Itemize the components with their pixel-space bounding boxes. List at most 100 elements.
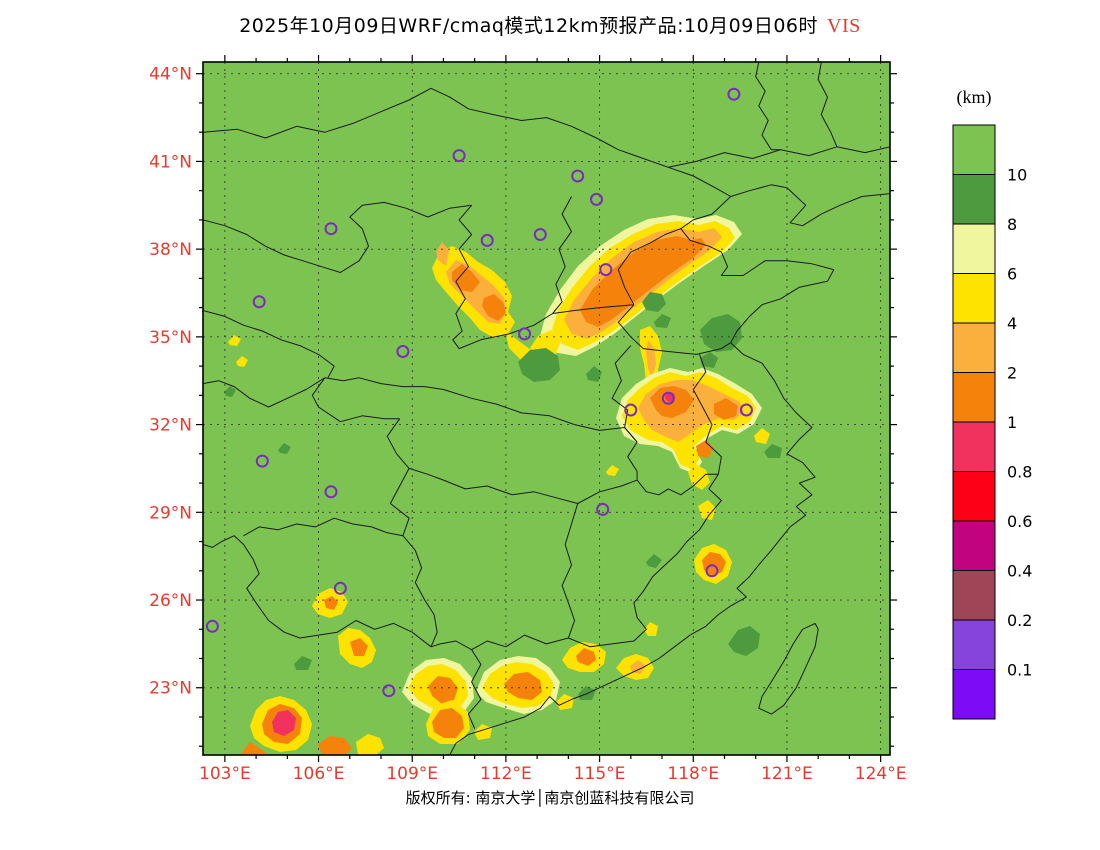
city-marker (518, 327, 532, 341)
city-marker (480, 233, 494, 247)
city-marker (624, 403, 638, 417)
high-vis-patch (518, 348, 560, 382)
map-frame (196, 55, 897, 762)
low-vis-region (482, 294, 506, 321)
city-marker (739, 403, 753, 417)
low-vis-region (714, 398, 738, 420)
high-vis-patch (764, 444, 782, 458)
high-vis-patch (700, 352, 718, 368)
lon-axis-label: 112°E (480, 764, 532, 784)
high-vis-patch (224, 386, 236, 397)
lat-axis-label: 29°N (149, 503, 192, 523)
boundary-line (203, 310, 335, 379)
colorbar-label: 8 (1007, 215, 1017, 234)
low-vis-region (240, 742, 268, 755)
colorbar-cell (952, 421, 996, 472)
colorbar: 10 8 6 4 2 1 0.8 0.6 0.4 0.2 0.1 (km) (952, 87, 1032, 720)
low-vis-region (702, 552, 726, 576)
city-marker (705, 564, 719, 578)
low-vis-region (236, 356, 248, 367)
boundary-line (561, 503, 579, 639)
colorbar-label: 0.8 (1007, 463, 1032, 482)
city-marker (252, 295, 266, 309)
boundary-line (243, 517, 403, 537)
high-vis-patch (294, 656, 312, 670)
boundary-line (408, 467, 638, 504)
boundary-line (552, 196, 572, 314)
city-marker (533, 228, 547, 241)
low-vis-region (504, 672, 542, 700)
high-vis-patch (578, 686, 596, 700)
lat-axis-label: 23°N (149, 679, 192, 699)
city-marker (590, 192, 603, 206)
colorbar-cell (952, 520, 996, 571)
boundary-line (203, 201, 472, 273)
title-main: 2025年10月09日WRF/cmaq模式12km预报产品:10月09日06时 (239, 15, 819, 37)
colorbar-cell (952, 372, 996, 423)
boundary-line (617, 228, 681, 305)
high-vis-patch (728, 626, 760, 656)
lat-axis-label: 38°N (149, 240, 192, 260)
lat-axis-label: 35°N (149, 328, 192, 348)
low-vis-region (350, 638, 368, 656)
low-vis-region (630, 660, 646, 674)
colorbar-cell (952, 223, 996, 274)
low-vis-region (696, 440, 714, 458)
boundary-line (311, 377, 400, 423)
boundary-line (617, 304, 731, 355)
plot-frame (202, 61, 891, 756)
colorbar-cell (952, 669, 996, 720)
low-vis-region (580, 236, 706, 327)
colorbar-cell (952, 124, 996, 175)
boundary-line (817, 62, 838, 147)
boundary-line (449, 184, 890, 755)
boundary-line (458, 304, 634, 350)
city-marker (596, 502, 610, 516)
low-vis-region (436, 242, 449, 266)
colorbar-label: 6 (1007, 265, 1017, 284)
low-vis-core (272, 710, 296, 736)
city-marker (382, 684, 396, 698)
province-boundaries (203, 62, 890, 755)
boundary-line (692, 354, 722, 475)
city-marker (396, 345, 410, 358)
low-vis-region (432, 708, 464, 738)
city-marker (661, 391, 675, 405)
lon-axis-label: 106°E (293, 764, 345, 784)
grid-lines (203, 62, 890, 755)
city-marker (255, 454, 269, 468)
boundary-line (430, 634, 634, 651)
colorbar-label: 0.1 (1007, 661, 1032, 680)
colorbar-label: 1 (1007, 413, 1017, 432)
lat-axis-label: 32°N (149, 416, 192, 436)
colorbar-cell (952, 570, 996, 621)
colorbar-label: 0.2 (1007, 611, 1032, 630)
boundary-line (443, 389, 638, 443)
low-vis-region (754, 428, 770, 444)
boundary-line (203, 377, 444, 408)
low-vis-region (606, 465, 619, 476)
colorbar-label: 10 (1007, 166, 1027, 185)
colorbar-label: 0.4 (1007, 562, 1032, 581)
lon-axis-label: 115°E (574, 764, 626, 784)
copyright: 版权所有: 南京大学│南京创蓝科技有限公司 (405, 789, 695, 807)
lat-axis-label: 26°N (149, 591, 192, 611)
colorbar-cell (952, 322, 996, 373)
axis-labels: 44°N 41°N 38°N 35°N 32°N 29°N 26°N 23°N 103°E 106… (149, 65, 906, 784)
boundary-line (203, 535, 432, 648)
colorbar-label: 0.6 (1007, 512, 1032, 531)
map-background (203, 62, 890, 755)
lat-axis-label: 41°N (149, 152, 192, 172)
city-marker (333, 581, 347, 595)
low-vis-region (698, 500, 716, 520)
low-vis-region (576, 648, 596, 666)
boundary-line (758, 622, 819, 715)
high-vis-patch (700, 314, 742, 352)
lon-axis-label: 118°E (667, 764, 719, 784)
city-marker (324, 485, 338, 499)
low-vis-region (452, 264, 480, 292)
low-vis-region (318, 736, 352, 755)
city-marker (324, 222, 338, 236)
city-marker (452, 149, 466, 163)
